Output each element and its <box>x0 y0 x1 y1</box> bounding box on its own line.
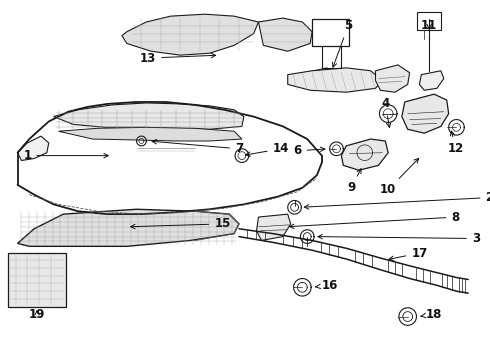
Polygon shape <box>402 94 449 133</box>
Text: 8: 8 <box>290 211 460 229</box>
Polygon shape <box>122 14 258 55</box>
Text: 6: 6 <box>294 144 325 157</box>
Polygon shape <box>53 103 244 129</box>
Polygon shape <box>58 127 242 141</box>
Text: 14: 14 <box>245 142 289 156</box>
Text: 15: 15 <box>131 217 231 230</box>
Polygon shape <box>312 68 332 82</box>
Text: 3: 3 <box>318 232 480 245</box>
Polygon shape <box>342 139 388 170</box>
Bar <box>312 19 349 46</box>
Text: 16: 16 <box>316 279 338 292</box>
Polygon shape <box>18 209 239 246</box>
Polygon shape <box>18 136 49 161</box>
Text: 4: 4 <box>381 98 391 127</box>
Polygon shape <box>288 68 382 92</box>
Text: 5: 5 <box>332 19 352 67</box>
Text: 18: 18 <box>420 308 442 321</box>
Polygon shape <box>375 65 410 92</box>
Text: 12: 12 <box>447 131 464 155</box>
Text: 13: 13 <box>140 51 216 64</box>
Text: 9: 9 <box>347 169 361 194</box>
Text: 17: 17 <box>389 247 428 261</box>
Text: 11: 11 <box>421 19 437 32</box>
Text: 2: 2 <box>304 191 490 209</box>
Polygon shape <box>419 71 444 90</box>
Text: 10: 10 <box>380 158 418 196</box>
Text: 19: 19 <box>29 308 45 321</box>
Text: 7: 7 <box>152 139 243 155</box>
Bar <box>417 12 441 30</box>
Text: 1: 1 <box>23 149 108 162</box>
Polygon shape <box>8 253 66 307</box>
Polygon shape <box>258 18 312 51</box>
Polygon shape <box>257 214 291 240</box>
